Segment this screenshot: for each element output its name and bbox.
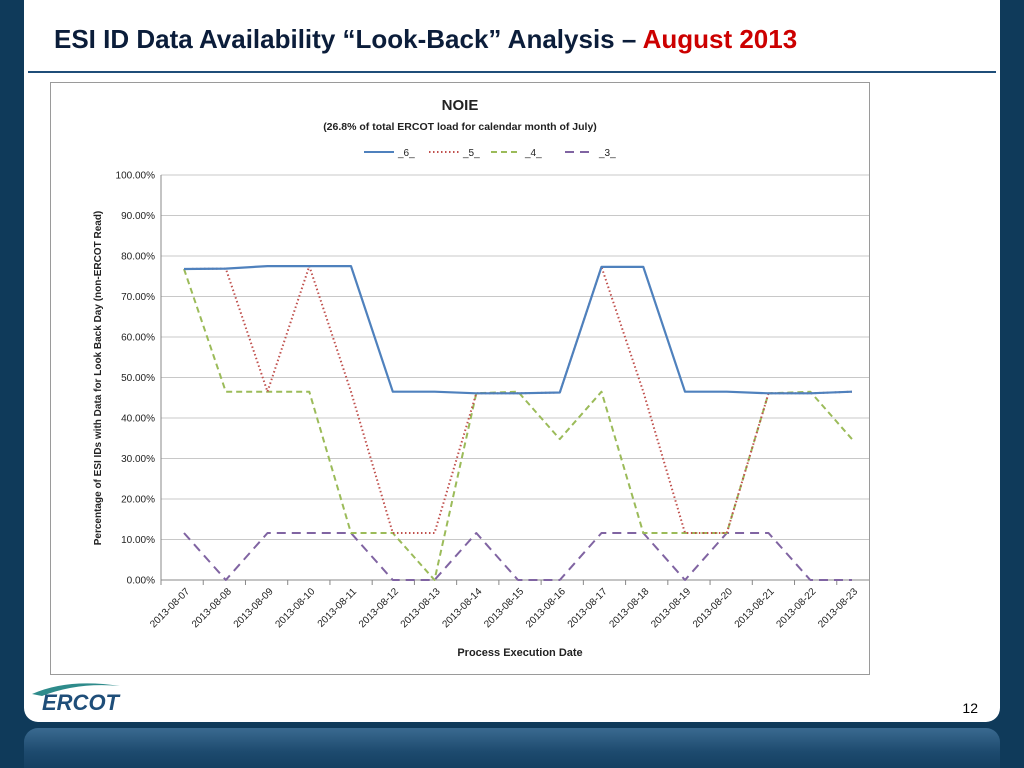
x-tick-label: 2013-08-13 [399, 586, 443, 630]
y-tick-label: 90.00% [121, 211, 155, 222]
series-line [183, 532, 852, 581]
x-tick-label: 2013-08-10 [273, 586, 317, 630]
legend-label: _4_ [524, 148, 542, 159]
y-tick-label: 20.00% [121, 495, 155, 506]
x-tick-label: 2013-08-12 [357, 586, 401, 630]
legend-label: _5_ [462, 148, 480, 159]
x-tick-label: 2013-08-11 [316, 586, 360, 630]
title-divider [28, 71, 996, 73]
footer-bar [24, 728, 1000, 768]
y-tick-label: 40.00% [121, 414, 155, 425]
y-tick-label: 30.00% [121, 454, 155, 465]
chart-title: NOIE [442, 97, 479, 114]
slide-title-main: ESI ID Data Availability “Look-Back” Ana… [54, 24, 643, 54]
x-tick-label: 2013-08-20 [691, 586, 735, 630]
x-tick-label: 2013-08-14 [440, 586, 484, 630]
x-tick-label: 2013-08-23 [816, 586, 860, 630]
y-tick-label: 60.00% [121, 333, 155, 344]
y-tick-label: 80.00% [121, 252, 155, 263]
x-tick-label: 2013-08-21 [733, 586, 777, 630]
slide-title: ESI ID Data Availability “Look-Back” Ana… [54, 24, 797, 55]
x-tick-label: 2013-08-19 [649, 586, 693, 630]
ercot-logo: ERCOT [32, 683, 121, 715]
logo-swoosh [32, 683, 120, 696]
x-tick-label: 2013-08-07 [148, 586, 192, 630]
series-line [183, 265, 853, 395]
x-tick-label: 2013-08-08 [190, 586, 234, 630]
slide: ESI ID Data Availability “Look-Back” Ana… [24, 0, 1000, 722]
x-tick-label: 2013-08-18 [607, 586, 651, 630]
y-tick-label: 100.00% [116, 171, 156, 182]
logo-text: ERCOT [42, 690, 121, 715]
page-number: 12 [962, 700, 978, 716]
series-line [183, 265, 853, 534]
legend-label: _3_ [598, 148, 616, 159]
x-tick-label: 2013-08-15 [482, 586, 526, 630]
x-tick-label: 2013-08-09 [232, 586, 276, 630]
y-tick-label: 0.00% [127, 576, 155, 587]
y-tick-label: 10.00% [121, 535, 155, 546]
slide-title-accent: August 2013 [642, 24, 798, 54]
chart-subtitle: (26.8% of total ERCOT load for calendar … [323, 121, 597, 133]
line-chart: NOIE (26.8% of total ERCOT load for calen… [93, 97, 869, 659]
chart-frame: NOIE (26.8% of total ERCOT load for calen… [50, 82, 870, 675]
y-axis-label: Percentage of ESI IDs with Data for Look… [93, 211, 104, 546]
y-tick-label: 70.00% [121, 292, 155, 303]
legend-label: _6_ [397, 148, 415, 159]
x-axis-label: Process Execution Date [457, 647, 582, 659]
x-tick-label: 2013-08-22 [774, 586, 818, 630]
x-tick-label: 2013-08-16 [524, 586, 568, 630]
x-tick-label: 2013-08-17 [566, 586, 610, 630]
y-tick-label: 50.00% [121, 373, 155, 384]
